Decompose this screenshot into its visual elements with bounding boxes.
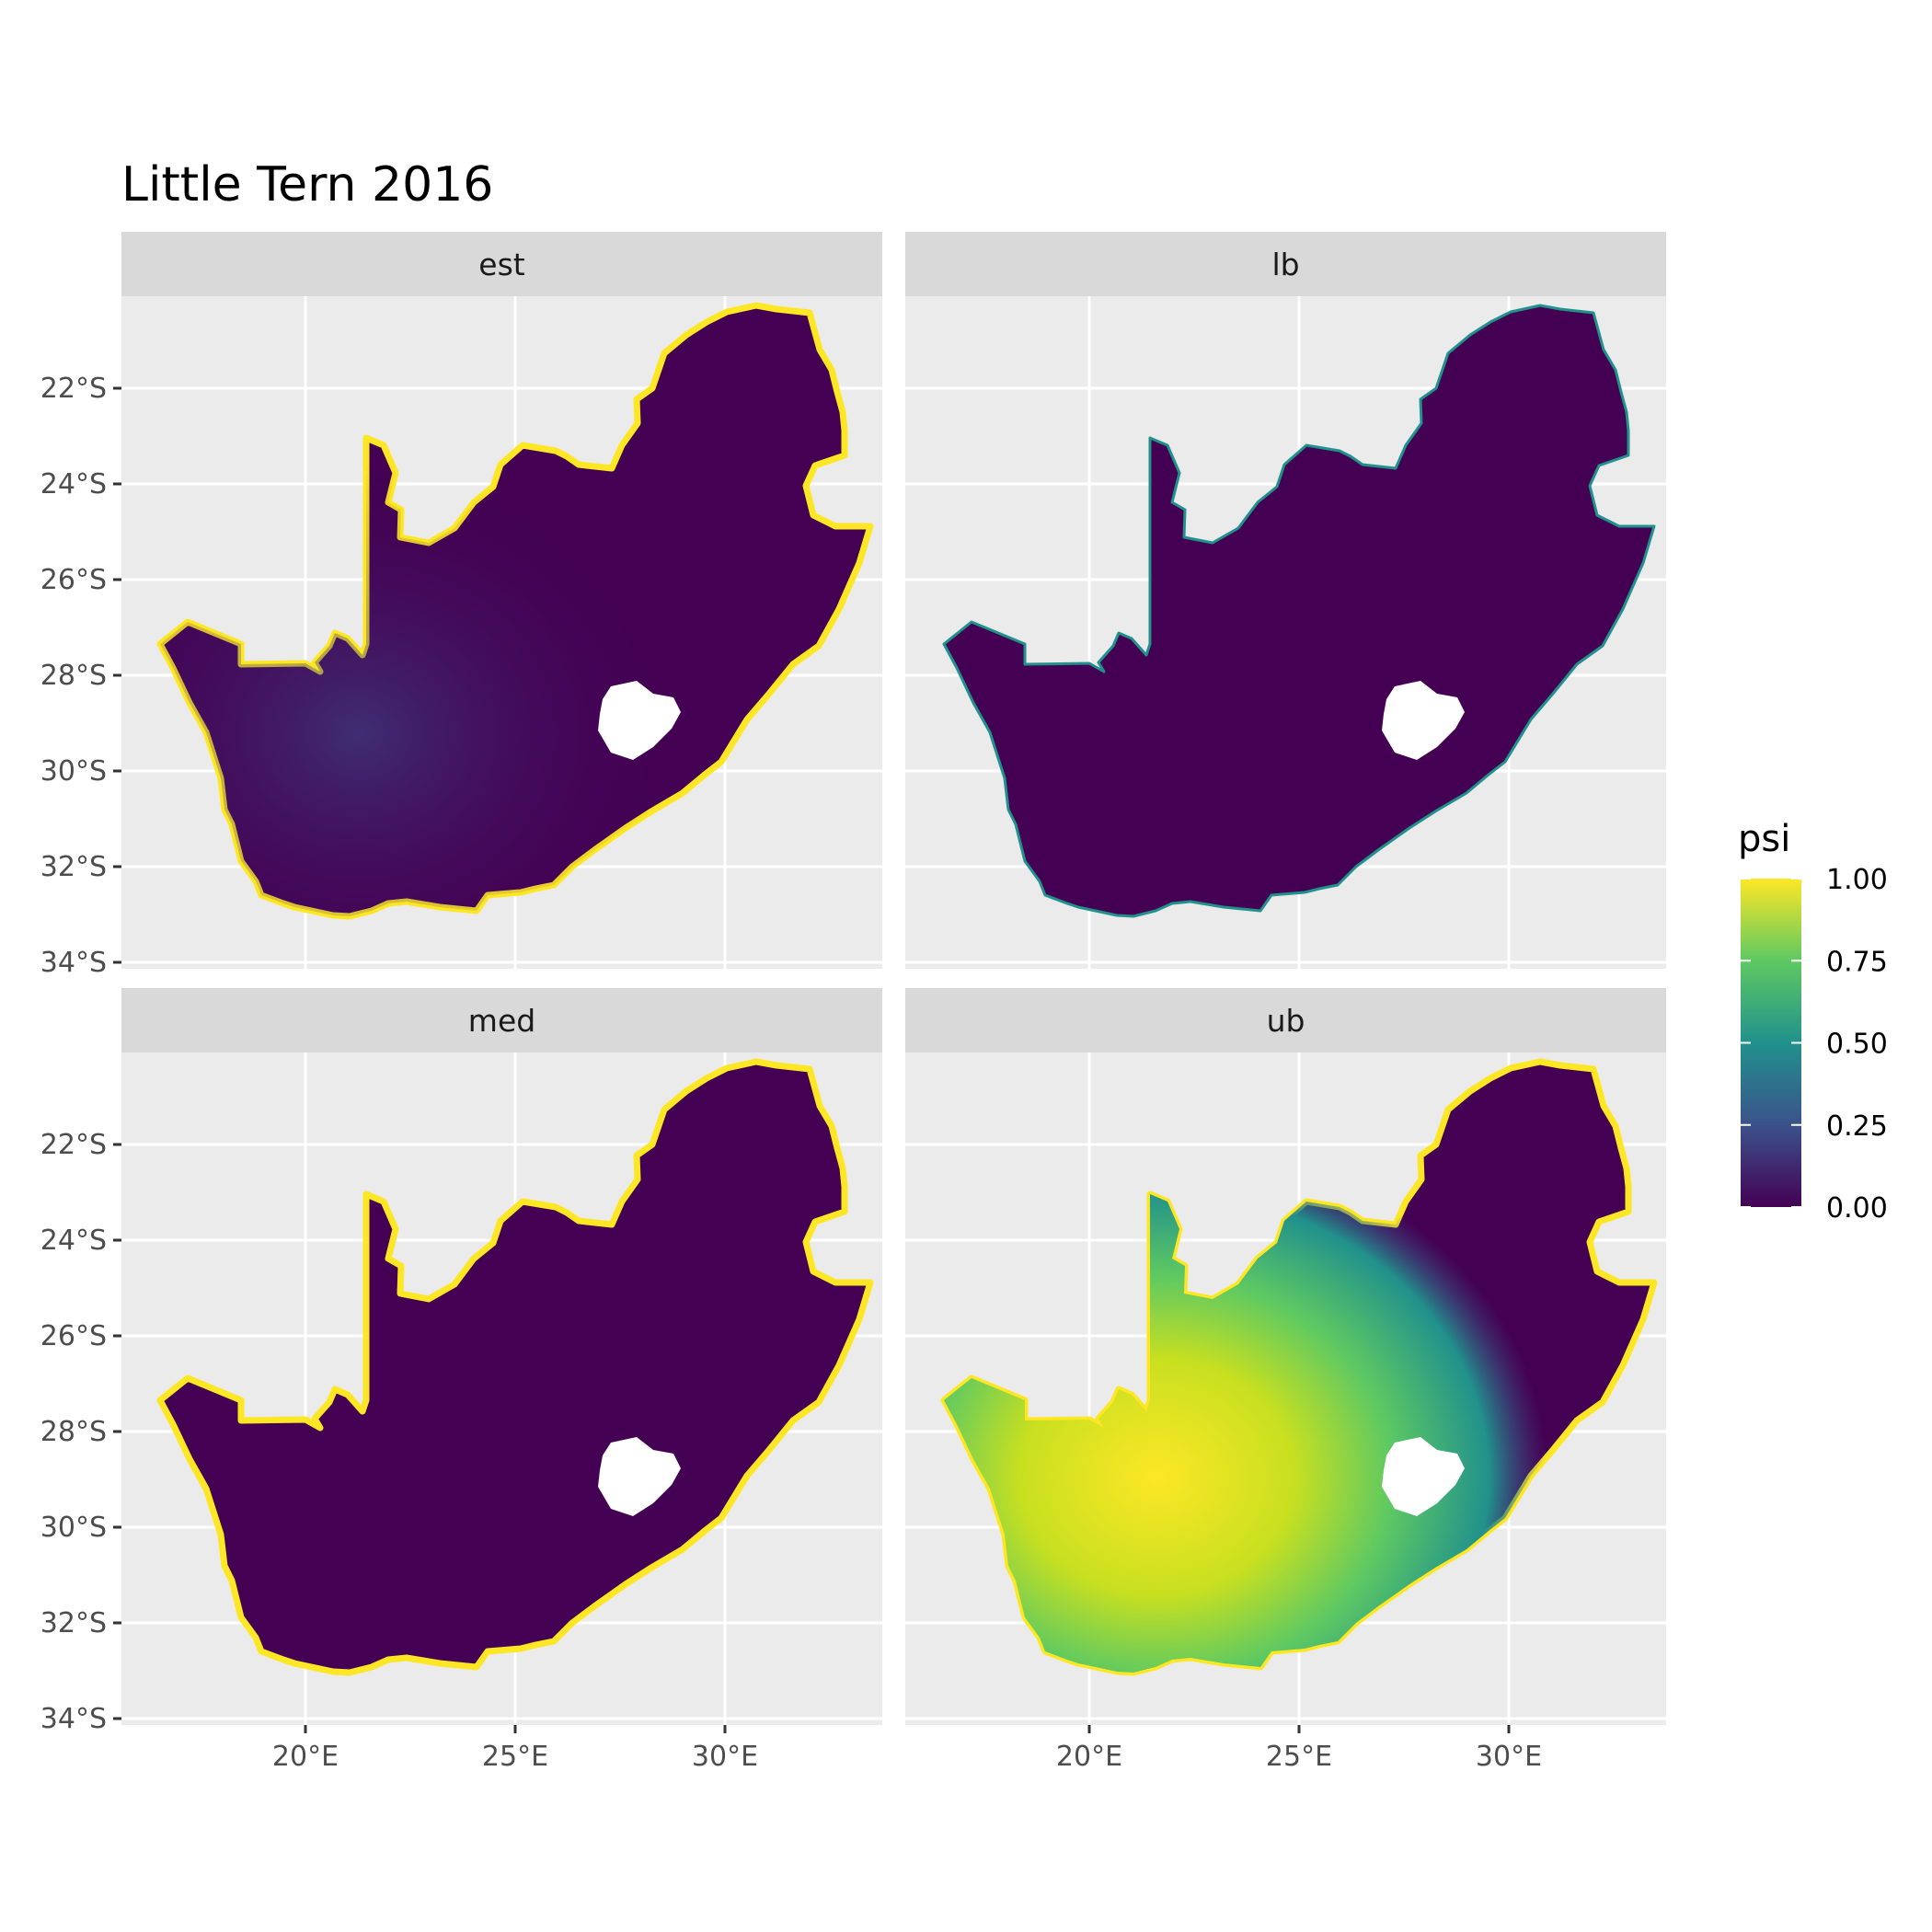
legend-title: psi: [1738, 818, 1790, 860]
figure-title: Little Tern 2016: [121, 157, 493, 213]
facet-label-lb: lb: [1271, 247, 1299, 282]
y-tick-label: 34°S: [40, 1703, 107, 1735]
x-tick-label: 30°E: [1476, 1741, 1542, 1773]
y-tick-label: 32°S: [40, 851, 107, 883]
lesotho-hole: [598, 681, 681, 760]
facet-panel-lb: lb: [905, 232, 1666, 969]
country-raster: [942, 304, 1656, 918]
y-tick-label: 34°S: [40, 947, 107, 979]
legend-tick-label: 0.25: [1826, 1110, 1888, 1143]
legend-tick-label: 0.75: [1826, 946, 1888, 978]
y-tick-label: 24°S: [40, 1225, 107, 1257]
facet-panels: est lb med ub: [121, 232, 1666, 1725]
facet-strip-med: [121, 988, 882, 1052]
facet-panel-est: est: [121, 232, 882, 969]
x-tick-label: 25°E: [482, 1741, 548, 1773]
facet-label-ub: ub: [1267, 1003, 1305, 1039]
legend-tick-label: 1.00: [1826, 864, 1888, 896]
facet-label-med: med: [468, 1003, 535, 1039]
y-tick-label: 30°S: [40, 755, 107, 788]
lesotho-hole: [598, 1437, 681, 1516]
facet-label-est: est: [478, 247, 524, 282]
facet-panel-ub: ub: [905, 988, 1666, 1725]
x-tick-label: 30°E: [692, 1741, 758, 1773]
psi-high-region: [944, 1062, 1654, 1673]
facet-strip-lb: [905, 232, 1666, 296]
legend-tick-label: 0.00: [1826, 1192, 1888, 1225]
y-tick-label: 32°S: [40, 1607, 107, 1639]
x-tick-label: 20°E: [1056, 1741, 1122, 1773]
y-tick-label: 24°S: [40, 468, 107, 500]
lesotho-hole: [1382, 1437, 1465, 1516]
legend-tick-label: 0.50: [1826, 1029, 1888, 1061]
facet-strip-est: [121, 232, 882, 296]
y-tick-label: 28°S: [40, 1416, 107, 1448]
y-axis: 22°S 24°S 26°S 28°S 30°S 32°S 34°S 22°S 24°S 26°S…: [40, 373, 121, 1735]
y-tick-label: 26°S: [40, 564, 107, 596]
y-tick-label: 26°S: [40, 1320, 107, 1352]
map-med: [156, 1058, 874, 1676]
map-lb: [942, 304, 1656, 918]
x-axis: 20°E 25°E 30°E 20°E 25°E 30°E: [272, 1725, 1542, 1773]
map-est: [156, 302, 874, 920]
facet-strip-ub: [905, 988, 1666, 1052]
map-ub: [940, 1058, 1658, 1676]
x-tick-label: 25°E: [1266, 1741, 1332, 1773]
legend: psi 1.00 0.75 0.50 0.25 0.00: [1738, 818, 1888, 1225]
psi-haze: [160, 305, 870, 916]
x-tick-label: 20°E: [272, 1741, 339, 1773]
y-tick-label: 22°S: [40, 373, 107, 405]
lesotho-hole: [1382, 681, 1465, 760]
y-tick-label: 30°S: [40, 1512, 107, 1544]
legend-ticks: 1.00 0.75 0.50 0.25 0.00: [1741, 864, 1888, 1225]
y-tick-label: 22°S: [40, 1129, 107, 1161]
facet-panel-med: med: [121, 988, 882, 1725]
country-raster: [156, 1058, 874, 1676]
y-tick-label: 28°S: [40, 660, 107, 692]
